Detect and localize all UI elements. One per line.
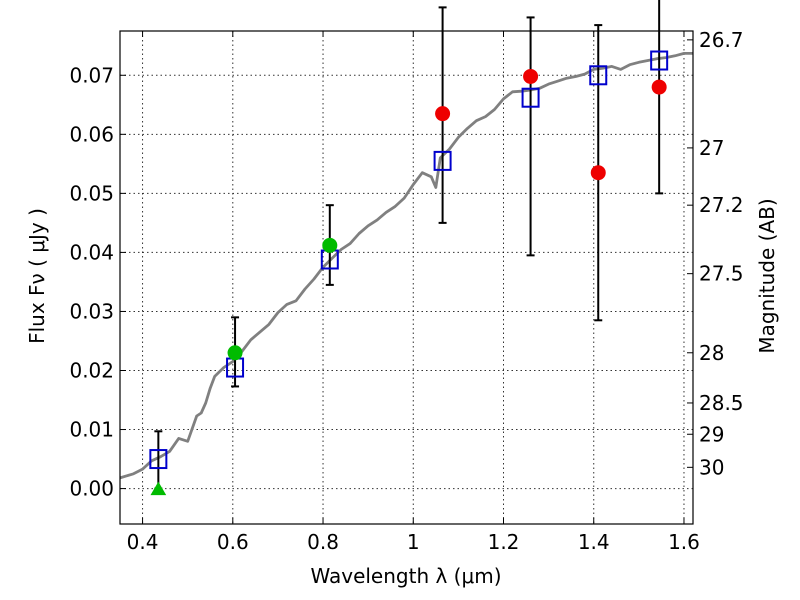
right-tick-label: 28.5 bbox=[699, 391, 744, 415]
upper-limit-marker bbox=[150, 481, 167, 496]
data-points-layer bbox=[149, 50, 669, 496]
y-tick-labels: 0.00 0.01 0.02 0.03 0.04 0.05 0.06 0.07 bbox=[69, 63, 114, 500]
right-tick-label: 27.5 bbox=[699, 262, 744, 286]
model-spectrum-layer bbox=[119, 52, 693, 480]
right-tick-label: 28 bbox=[699, 341, 724, 365]
model-photometry-point bbox=[433, 150, 452, 171]
right-tick-label: 27.2 bbox=[699, 193, 744, 217]
x-tick-label: 1.6 bbox=[668, 530, 700, 554]
x-tick-labels: 0.4 0.6 0.8 1 1.2 1.4 1.6 bbox=[127, 530, 700, 554]
x-tick-label: 1 bbox=[407, 530, 420, 554]
model-spectrum-line bbox=[119, 52, 693, 480]
right-tick-label: 27 bbox=[699, 136, 724, 160]
detection-point bbox=[227, 345, 243, 361]
low-significance-point bbox=[651, 79, 667, 95]
low-significance-point bbox=[435, 106, 451, 122]
y-tick-label: 0.02 bbox=[69, 358, 114, 382]
right-tick-label: 30 bbox=[699, 455, 724, 479]
model-photometry-point bbox=[650, 50, 669, 71]
tick-marks bbox=[120, 31, 693, 524]
x-tick-label: 0.8 bbox=[307, 530, 339, 554]
right-tick-label: 26.7 bbox=[699, 28, 744, 52]
grid bbox=[120, 31, 693, 524]
y-tick-label: 0.06 bbox=[69, 122, 114, 146]
plot-frame bbox=[119, 30, 694, 525]
model-photometry-point bbox=[521, 87, 540, 108]
model-photometry-point bbox=[149, 449, 168, 470]
x-tick-label: 1.4 bbox=[578, 530, 610, 554]
y-axis-label-right: Magnitude (AB) bbox=[755, 198, 779, 353]
detection-point bbox=[322, 237, 338, 253]
right-tick-labels: 26.7 27 27.2 27.5 28 28.5 29 30 bbox=[699, 28, 744, 479]
x-tick-label: 0.6 bbox=[217, 530, 249, 554]
low-significance-point bbox=[523, 68, 539, 84]
right-tick-label: 29 bbox=[699, 422, 724, 446]
low-significance-point bbox=[590, 165, 606, 181]
x-tick-label: 0.4 bbox=[127, 530, 159, 554]
y-tick-label: 0.03 bbox=[69, 299, 114, 323]
x-tick-label: 1.2 bbox=[488, 530, 520, 554]
y-tick-label: 0.07 bbox=[69, 63, 114, 87]
y-tick-label: 0.01 bbox=[69, 418, 114, 442]
y-axis-label-left: Flux Fν ( μJy ) bbox=[25, 208, 49, 344]
y-tick-label: 0.04 bbox=[69, 240, 114, 264]
model-photometry-point bbox=[589, 65, 608, 86]
x-axis-label: Wavelength λ (μm) bbox=[310, 564, 501, 588]
y-tick-label: 0.00 bbox=[69, 477, 114, 501]
y-tick-label: 0.05 bbox=[69, 181, 114, 205]
